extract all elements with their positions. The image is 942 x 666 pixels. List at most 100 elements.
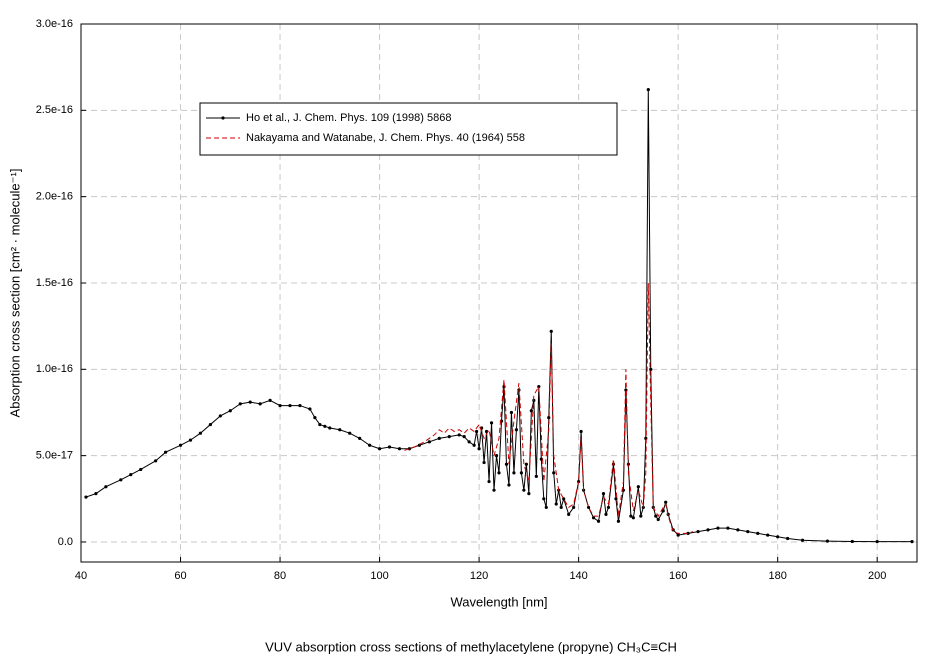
data-point	[534, 474, 538, 478]
data-point	[368, 443, 372, 447]
y-axis-label: Absorption cross section [cm² · molecule…	[7, 169, 22, 418]
data-point	[397, 447, 402, 451]
data-point	[875, 540, 879, 544]
data-point	[218, 414, 222, 418]
data-point	[579, 429, 583, 434]
data-point	[178, 443, 183, 447]
series-line	[404, 282, 694, 534]
data-point	[527, 492, 531, 496]
x-tick-label: 120	[470, 570, 488, 582]
y-tick-label: 1.0e-16	[36, 363, 73, 375]
data-point	[654, 514, 658, 518]
data-point	[104, 485, 108, 489]
legend-box	[199, 102, 618, 156]
legend-label: Nakayama and Watanabe, J. Chem. Phys. 40…	[246, 132, 525, 144]
data-point	[228, 409, 232, 413]
x-tick-label: 140	[569, 570, 587, 582]
data-point	[318, 422, 322, 427]
data-point	[268, 398, 272, 402]
y-tick-label: 3.0e-16	[36, 18, 73, 30]
data-point	[482, 460, 486, 465]
data-point	[475, 429, 479, 434]
data-point	[554, 502, 558, 506]
data-point	[776, 535, 780, 539]
data-point	[313, 416, 317, 420]
data-point	[348, 431, 352, 435]
y-tick-label: 2.0e-16	[36, 191, 73, 203]
data-point	[596, 519, 601, 523]
x-tick-label: 180	[768, 570, 786, 582]
y-tick-label: 5.0e-17	[36, 450, 73, 462]
data-point	[616, 519, 621, 523]
data-point	[248, 400, 252, 404]
data-point	[676, 533, 680, 537]
y-tick-label: 0.0	[58, 536, 73, 548]
data-point	[537, 384, 541, 389]
data-point	[139, 467, 143, 472]
x-tick-label: 80	[274, 570, 286, 582]
data-point	[163, 450, 168, 454]
data-point	[646, 88, 650, 92]
data-point	[323, 424, 327, 428]
legend-label: Ho et al., J. Chem. Phys. 109 (1998) 586…	[246, 112, 451, 124]
data-point	[504, 462, 509, 466]
data-point	[639, 514, 643, 518]
data-point	[614, 497, 618, 501]
data-point	[487, 479, 491, 484]
data-point	[437, 436, 441, 440]
data-point	[94, 492, 98, 496]
data-point	[601, 492, 606, 496]
data-point	[661, 509, 665, 513]
x-tick-label: 100	[370, 570, 388, 582]
data-point	[736, 528, 740, 532]
data-point	[514, 428, 519, 432]
data-point	[512, 471, 516, 475]
data-point	[649, 367, 653, 371]
y-tick-label: 1.5e-16	[36, 277, 73, 289]
data-point	[756, 531, 760, 535]
legend: Ho et al., J. Chem. Phys. 109 (1998) 586…	[199, 102, 618, 156]
data-point	[552, 471, 556, 475]
data-point	[706, 528, 710, 532]
data-point	[84, 495, 88, 499]
data-point	[198, 431, 203, 435]
data-point	[726, 526, 730, 530]
x-tick-label: 40	[75, 570, 87, 582]
data-point	[696, 530, 700, 534]
data-point	[258, 402, 262, 406]
legend-marker	[221, 116, 225, 120]
data-point	[559, 505, 563, 510]
data-point	[825, 539, 830, 543]
data-point	[547, 416, 551, 420]
x-axis-label: Wavelength [nm]	[450, 594, 547, 609]
data-point	[492, 488, 496, 492]
data-point	[298, 403, 302, 408]
y-tick-label: 2.5e-16	[36, 104, 73, 116]
data-point	[358, 436, 362, 440]
data-point	[129, 473, 133, 477]
data-point	[800, 538, 805, 542]
data-point	[591, 516, 596, 520]
data-point	[377, 447, 382, 451]
data-point	[716, 526, 720, 530]
data-point	[522, 488, 526, 492]
data-point	[631, 516, 635, 520]
data-point	[427, 440, 431, 444]
data-point	[447, 435, 451, 439]
data-point	[119, 478, 123, 482]
data-point	[604, 512, 608, 516]
data-point	[549, 329, 553, 333]
data-point	[629, 514, 633, 518]
data-point	[462, 435, 466, 439]
data-point	[467, 440, 471, 444]
data-point	[494, 454, 499, 458]
data-point	[562, 497, 566, 501]
plot-frame	[80, 23, 918, 563]
data-point	[238, 402, 242, 406]
data-point	[544, 505, 548, 510]
data-point	[507, 483, 511, 487]
data-point	[308, 407, 312, 411]
data-point	[509, 410, 514, 415]
data-point	[288, 403, 292, 408]
data-point	[519, 471, 523, 475]
